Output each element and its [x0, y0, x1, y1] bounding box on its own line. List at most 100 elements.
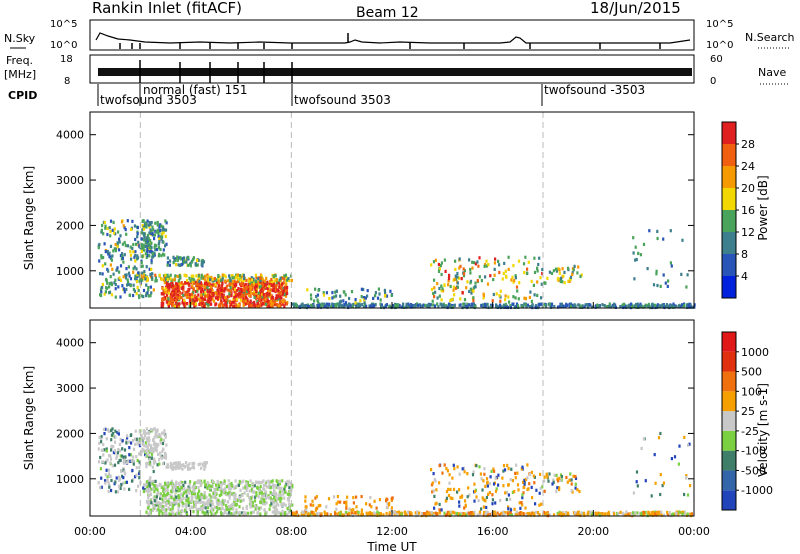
data-cell [149, 489, 152, 493]
data-cell [345, 504, 348, 508]
data-cell [279, 486, 282, 490]
data-cell [274, 504, 277, 508]
data-cell [171, 298, 174, 302]
data-cell [125, 267, 128, 271]
data-cell [511, 275, 514, 279]
data-cell [190, 260, 193, 264]
data-cell [153, 237, 156, 241]
data-cell [138, 244, 141, 248]
data-cell [101, 448, 104, 452]
data-cell [217, 498, 220, 502]
data-cell [234, 496, 237, 500]
data-cell [279, 296, 282, 300]
data-cell [639, 302, 642, 306]
data-cell [614, 305, 617, 309]
data-cell [498, 263, 501, 267]
data-cell [116, 245, 119, 249]
data-cell [103, 242, 106, 246]
data-cell [230, 484, 233, 489]
data-cell [266, 286, 269, 290]
velocity-dashed-lines [139, 320, 544, 516]
data-cell [647, 510, 650, 514]
data-cell [686, 493, 690, 497]
data-cell [254, 495, 257, 499]
data-cell [481, 488, 484, 492]
data-cell [177, 503, 180, 507]
data-cell [258, 304, 261, 308]
data-cell [431, 481, 434, 485]
nsky-ticks-row [119, 33, 661, 49]
data-cell [278, 496, 281, 501]
data-cell [222, 293, 225, 297]
data-cell [128, 446, 131, 450]
data-cell [188, 482, 191, 487]
data-cell [654, 303, 657, 307]
data-cell [523, 482, 526, 486]
data-cell [509, 478, 512, 482]
data-cell [557, 479, 560, 483]
data-cell [237, 287, 240, 291]
data-cell [412, 304, 416, 309]
data-cell [437, 305, 440, 309]
data-cell [220, 503, 223, 507]
data-cell [237, 305, 240, 309]
data-cell [576, 488, 579, 492]
data-cell [105, 468, 108, 472]
data-cell [469, 287, 472, 291]
data-cell [132, 293, 135, 298]
data-cell [209, 503, 212, 507]
data-cell [379, 298, 382, 302]
data-cell [229, 503, 233, 507]
freq-band [98, 68, 692, 76]
data-cell [207, 300, 210, 304]
data-cell [259, 506, 263, 510]
data-cell [279, 278, 282, 282]
data-cell [224, 279, 227, 283]
data-cell [305, 508, 308, 512]
data-cell [462, 302, 465, 306]
data-cell [281, 489, 284, 493]
data-cell [228, 490, 231, 494]
data-cell [197, 276, 200, 280]
data-cell [465, 513, 468, 517]
data-cell [181, 504, 184, 508]
data-cell [175, 501, 178, 506]
data-cell [325, 505, 328, 509]
data-cell [322, 293, 326, 297]
data-cell [211, 297, 214, 302]
data-cell [122, 455, 125, 460]
data-cell [635, 480, 638, 484]
data-cell [221, 481, 224, 485]
data-cell [135, 437, 138, 441]
data-cell [286, 513, 289, 517]
data-cell [656, 283, 659, 288]
data-cell [534, 305, 537, 309]
data-cell [258, 297, 261, 301]
data-cell [188, 491, 191, 495]
data-cell [267, 494, 270, 498]
data-cell [122, 260, 125, 264]
data-cell [407, 302, 410, 306]
data-cell [145, 225, 148, 229]
data-cell [421, 512, 424, 516]
data-cell [568, 304, 571, 309]
data-cell [295, 305, 298, 309]
data-cell [534, 502, 537, 506]
data-cell [198, 489, 201, 493]
data-cell [189, 264, 192, 268]
data-cell [277, 494, 280, 498]
data-cell [229, 291, 232, 295]
data-cell [108, 285, 111, 289]
data-cell [194, 505, 197, 509]
data-cell [161, 512, 164, 516]
data-cell [232, 298, 235, 302]
data-cell [164, 512, 167, 516]
data-cell [153, 427, 156, 431]
data-cell [436, 302, 439, 306]
data-cell [148, 484, 151, 488]
data-cell [142, 443, 145, 447]
data-cell [329, 305, 332, 309]
data-cell [233, 511, 236, 515]
data-cell [689, 303, 692, 307]
data-cell [264, 297, 267, 301]
